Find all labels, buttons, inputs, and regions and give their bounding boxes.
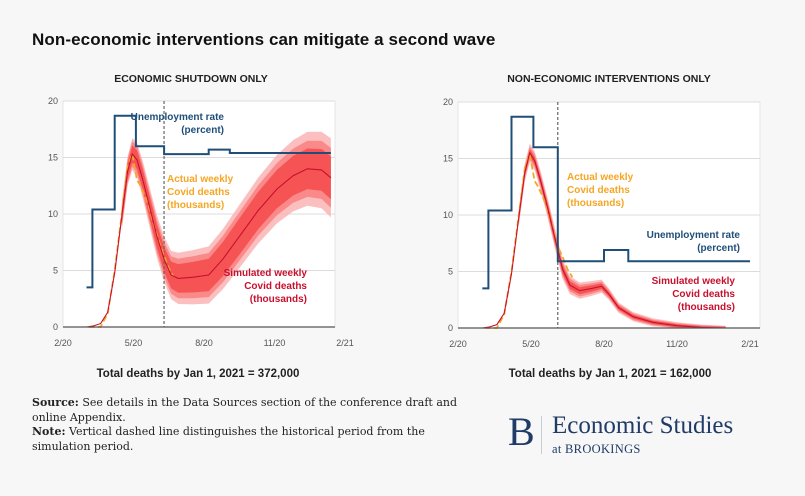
- y-tick-label: 10: [48, 209, 58, 219]
- y-tick-label: 20: [443, 97, 453, 107]
- actual-deaths-label-line: (thousands): [567, 198, 624, 209]
- x-tick-label: 5/20: [522, 339, 540, 349]
- y-tick-label: 5: [53, 266, 58, 276]
- x-tick-label: 2/21: [741, 339, 759, 349]
- logo-letter: B: [508, 409, 535, 454]
- simulated-deaths-label: Simulated weekly Covid deaths (thousands): [652, 276, 736, 313]
- y-tick-label: 10: [443, 210, 453, 220]
- unemployment-label-line: (percent): [181, 125, 224, 136]
- chart-non-economic-interventions: 0 5 10 15 20 2/20 5/20 8/20 11/20 2/21 Unemploymen…: [443, 97, 761, 349]
- actual-deaths-line: [484, 151, 574, 329]
- chart-economic-shutdown: 0 5 10 15 20 2/20 5/20 8/20 11/20 2/21 Unemploymen…: [48, 96, 354, 348]
- chart-2-title: NON-ECONOMIC INTERVENTIONS ONLY: [507, 73, 711, 85]
- source-text: See details in the Data Sources section …: [32, 396, 458, 424]
- x-tick-label: 5/20: [125, 338, 143, 348]
- note-note: Note: Vertical dashed line distinguishes…: [32, 425, 472, 454]
- unemployment-rate-line: [482, 115, 750, 290]
- chart-2-total-deaths: Total deaths by Jan 1, 2021 = 162,000: [508, 368, 712, 380]
- y-tick-label: 0: [448, 323, 453, 333]
- y-tick-label: 20: [48, 96, 58, 106]
- y-tick-label: 15: [443, 154, 453, 164]
- simulated-deaths-line: [86, 152, 332, 328]
- logo-main-text: Economic Studies: [552, 412, 734, 439]
- actual-deaths-label: Actual weekly Covid deaths (thousands): [167, 174, 234, 211]
- unemployment-label: Unemployment rate (percent): [131, 112, 225, 136]
- simulated-deaths-label-line: Simulated weekly: [224, 268, 308, 279]
- notes: Source: See details in the Data Sources …: [32, 396, 472, 454]
- x-tick-label: 11/20: [666, 339, 688, 349]
- y-tick-label: 0: [53, 322, 58, 332]
- logo-divider: [541, 416, 542, 454]
- note-text: Vertical dashed line distinguishes the h…: [32, 425, 425, 453]
- x-tick-label: 2/20: [54, 338, 72, 348]
- chart-1-total-deaths: Total deaths by Jan 1, 2021 = 372,000: [96, 368, 300, 380]
- x-tick-label: 11/20: [264, 338, 286, 348]
- actual-deaths-label-line: (thousands): [167, 200, 224, 211]
- y-tick-label: 5: [448, 267, 453, 277]
- x-tick-label: 2/21: [336, 338, 354, 348]
- unemployment-label-line: (percent): [697, 243, 740, 254]
- source-note: Source: See details in the Data Sources …: [32, 396, 472, 425]
- unemployment-label: Unemployment rate (percent): [647, 230, 741, 254]
- chart-1-title: ECONOMIC SHUTDOWN ONLY: [114, 73, 268, 85]
- actual-deaths-label-line: Actual weekly: [567, 172, 634, 183]
- x-tick-label: 8/20: [595, 339, 613, 349]
- simulated-deaths-label: Simulated weekly Covid deaths (thousands): [224, 268, 308, 305]
- simulated-deaths-line: [482, 151, 726, 329]
- source-label: Source:: [32, 396, 79, 409]
- simulated-band-inner: [121, 145, 331, 293]
- simulated-deaths-label-line: Covid deaths: [672, 289, 735, 300]
- simulated-deaths-label-line: (thousands): [678, 302, 735, 313]
- actual-deaths-label: Actual weekly Covid deaths (thousands): [567, 172, 634, 209]
- actual-deaths-label-line: Actual weekly: [167, 174, 234, 185]
- simulated-band-inner: [518, 149, 726, 328]
- simulated-deaths-label-line: Simulated weekly: [652, 276, 736, 287]
- unemployment-label-line: Unemployment rate: [647, 230, 741, 241]
- simulated-deaths-label-line: (thousands): [250, 294, 307, 305]
- note-label: Note:: [32, 425, 66, 438]
- x-tick-label: 2/20: [449, 339, 467, 349]
- y-tick-label: 15: [48, 153, 58, 163]
- unemployment-label-line: Unemployment rate: [131, 112, 225, 123]
- actual-deaths-label-line: Covid deaths: [167, 187, 230, 198]
- logo-sub-text: at BROOKINGS: [552, 442, 641, 456]
- unemployment-rate-line: [86, 114, 331, 289]
- page-title: Non-economic interventions can mitigate …: [32, 30, 496, 49]
- simulated-deaths-label-line: Covid deaths: [244, 281, 307, 292]
- actual-deaths-label-line: Covid deaths: [567, 185, 630, 196]
- x-tick-label: 8/20: [195, 338, 213, 348]
